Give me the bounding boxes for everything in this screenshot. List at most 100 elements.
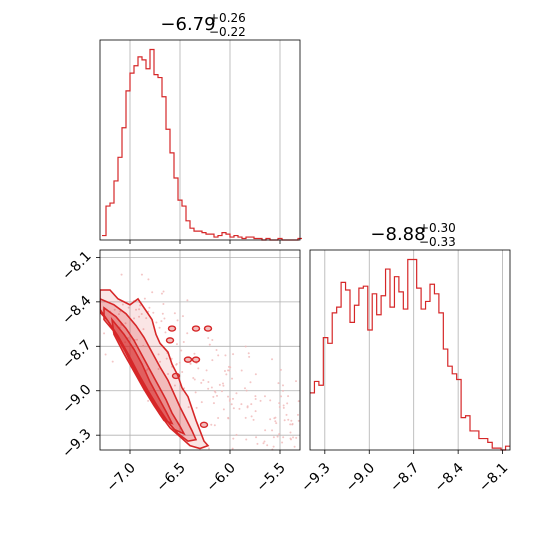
p2-sample-point: [246, 405, 249, 408]
p2-sample-point: [259, 399, 262, 402]
p2-contour-island: [191, 325, 201, 332]
contour-panel: −7.0 −6.5 −6.0 −5.5 −8.1 −8.4 −8.7 −9.0 −9.3: [59, 248, 301, 495]
p2-sample-point: [278, 406, 281, 409]
p2-sample-point: [248, 355, 251, 358]
p2-sample-point: [280, 395, 283, 398]
p2-sample-point: [282, 404, 285, 407]
p2-sample-point: [151, 291, 154, 294]
p2-sample-point: [281, 384, 284, 387]
p2-sample-point: [175, 363, 178, 366]
p2-sample-point: [256, 442, 259, 445]
p2-sample-point: [140, 313, 143, 316]
p2-sample-point: [200, 381, 203, 384]
p2-sample-point: [192, 377, 195, 380]
p2-sample-point: [180, 349, 183, 352]
p2-sample-point: [164, 331, 167, 334]
p2-sample-point: [221, 382, 224, 385]
p2-sample-point: [297, 419, 300, 422]
p2-sample-point: [266, 444, 269, 447]
p2-sample-point: [285, 413, 288, 416]
p2-sample-point: [211, 359, 214, 362]
p2-sample-point: [213, 390, 216, 393]
p2-sample-point: [165, 357, 168, 360]
p2-sample-point: [175, 343, 178, 346]
p2-sample-point: [158, 326, 161, 329]
p2-sample-point: [207, 381, 210, 384]
p2-y-tick-label: −8.4: [59, 293, 94, 328]
p2-contour-island: [165, 337, 175, 344]
p1-axes-frame: [99, 39, 301, 241]
p2-sample-point: [181, 371, 184, 374]
p2-sample-point: [160, 292, 163, 295]
p2-sample-point: [157, 353, 160, 356]
p2-contour-island: [167, 325, 177, 332]
p2-y-tick-label: −9.0: [59, 382, 94, 417]
p2-sample-point: [235, 392, 238, 395]
p2-sample-point: [217, 417, 220, 420]
p2-sample-point: [225, 373, 228, 376]
p2-sample-point: [157, 367, 160, 370]
p2-gridlines: [100, 250, 300, 450]
p2-sample-point: [273, 417, 276, 420]
p2-sample-point: [231, 377, 234, 380]
p2-sample-point: [249, 381, 252, 384]
p2-contour-island: [191, 356, 201, 363]
p2-sample-point: [254, 395, 257, 398]
p2-sample-point: [223, 370, 226, 373]
p2-x-ticks: −7.0 −6.5 −6.0 −5.5: [103, 450, 289, 495]
p2-sample-point: [297, 400, 300, 403]
p2-density-fill: [104, 307, 184, 434]
p2-sample-point: [290, 419, 293, 422]
p2-sample-point: [195, 406, 198, 409]
p2-sample-point: [176, 319, 179, 322]
p2-sample-point: [264, 429, 267, 432]
p2-sample-point: [147, 278, 150, 281]
p2-sample-point: [231, 447, 234, 450]
p2-sample-point: [173, 312, 176, 315]
p2-sample-point: [271, 358, 274, 361]
p2-sample-point: [210, 423, 213, 426]
p2-sample-point: [120, 273, 123, 276]
p1-title-main: −6.79: [160, 14, 215, 35]
p2-x-tick-label: −6.5: [153, 460, 188, 495]
p3-title-sub: −0.33: [419, 235, 456, 249]
p2-contour-line: [110, 316, 174, 425]
p2-sample-point: [244, 345, 247, 348]
p2-sample-point: [194, 391, 197, 394]
p2-sample-point: [145, 317, 148, 320]
p3-axes-frame: [309, 249, 511, 451]
p1-title: −6.79: [160, 14, 215, 35]
p2-y-tick-label: −9.3: [59, 426, 94, 461]
p2-sample-point: [182, 340, 185, 343]
p2-sample-point: [140, 273, 143, 276]
p2-sample-point: [162, 303, 165, 306]
p2-sample-point: [139, 304, 142, 307]
p2-sample-point: [207, 387, 210, 390]
p2-sample-point: [189, 362, 192, 365]
p2-sample-point: [202, 379, 205, 382]
p2-sample-point: [296, 413, 299, 416]
p3-x-ticks: −9.3 −9.0 −8.7 −8.4 −8.1: [298, 450, 511, 495]
p2-sample-point: [250, 415, 253, 418]
p1-x-ticks: [129, 240, 281, 244]
p2-sample-point: [178, 361, 181, 364]
p2-sample-point: [294, 380, 297, 383]
p2-sample-point: [162, 290, 165, 293]
p2-sample-point: [232, 407, 235, 410]
p2-sample-point: [269, 418, 272, 421]
p2-sample-point: [160, 320, 163, 323]
p2-sample-point: [180, 389, 183, 392]
p2-sample-point: [272, 436, 275, 439]
p2-sample-point: [104, 353, 107, 356]
p2-contour-lines: [100, 289, 213, 450]
p2-sample-point: [227, 365, 230, 368]
p2-sample-point: [142, 328, 145, 331]
p2-sample-point: [282, 406, 285, 409]
p2-sample-point: [218, 383, 221, 386]
p2-sample-point: [142, 344, 145, 347]
p2-sample-point: [167, 372, 170, 375]
p2-contour-line: [103, 306, 186, 436]
histogram-panel-param-2: −9.3 −9.0 −8.7 −8.4 −8.1 −8.88 +0.30 −0.33: [298, 221, 511, 495]
p2-sample-point: [117, 313, 120, 316]
p2-sample-point: [271, 429, 274, 432]
